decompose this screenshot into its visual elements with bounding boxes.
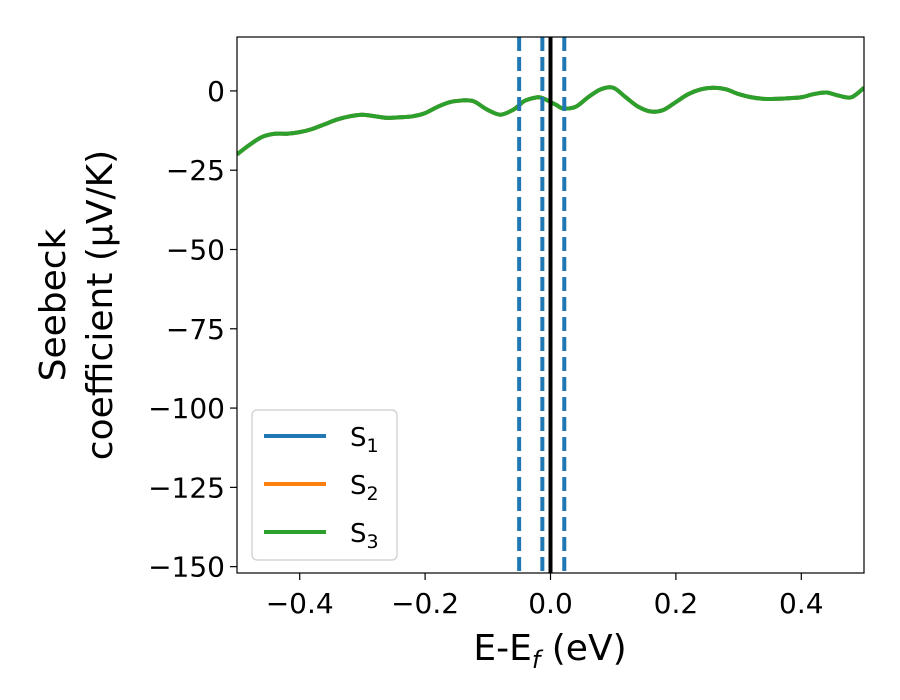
legend-label-s3: S3 [350,519,379,553]
y-axis-label-line2: coefficient (μV/K) [80,150,121,460]
y-tick-label: 0 [207,75,225,108]
x-axis: −0.4 −0.2 0.0 0.2 0.4 [266,573,824,620]
legend: S1 S2 S3 [251,409,398,561]
x-tick-label: −0.4 [266,587,334,620]
y-tick-label: −75 [166,313,225,346]
y-tick-label: −100 [148,392,225,425]
y-tick-label: −150 [148,551,225,584]
x-tick-label: 0.2 [654,587,699,620]
x-tick-label: 0.4 [779,587,824,620]
legend-label-s1: S1 [350,423,379,457]
y-axis-label-line1: Seebeck [33,228,74,381]
y-axis-label: Seebeck coefficient (μV/K) [33,150,121,460]
y-tick-label: −125 [148,471,225,504]
legend-label-s2: S2 [350,471,379,505]
x-axis-label: E-Ef (eV) [473,628,626,674]
y-tick-label: −25 [166,154,225,187]
x-tick-label: −0.2 [391,587,459,620]
y-axis: 0 −25 −50 −75 −100 −125 −150 [148,75,237,584]
y-tick-label: −50 [166,233,225,266]
x-tick-label: 0.0 [528,587,573,620]
plot-area [237,37,864,573]
